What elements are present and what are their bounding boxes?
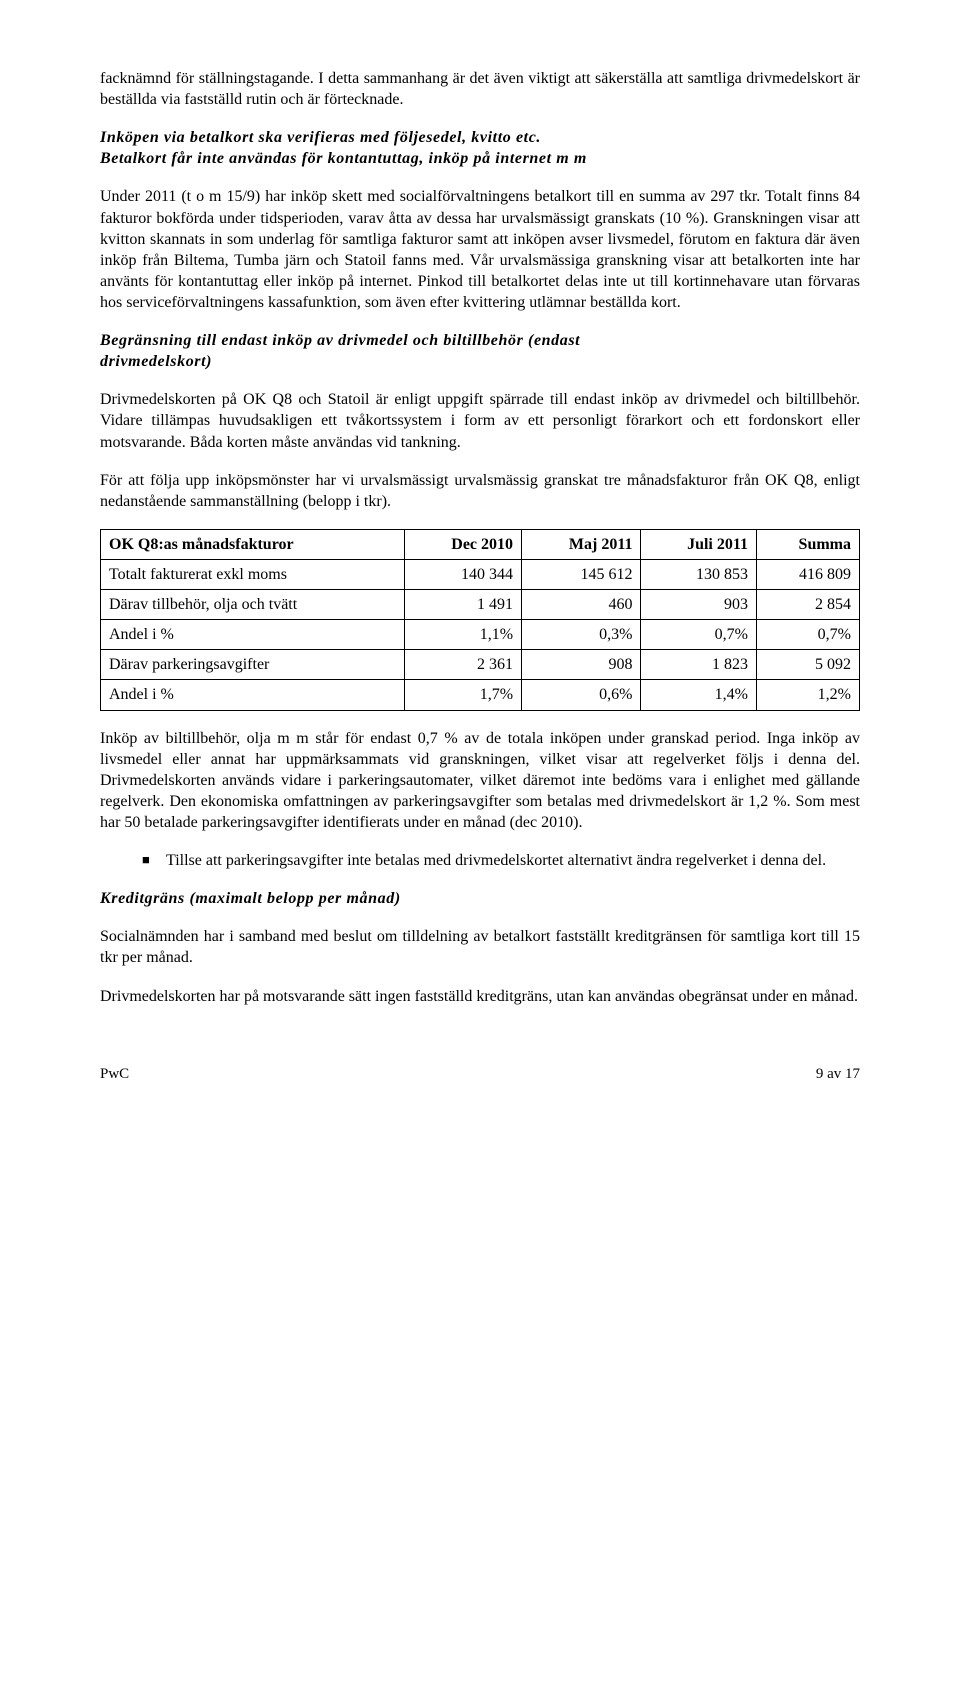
table-cell: 0,3% — [522, 620, 641, 650]
bullet-text: Tillse att parkeringsavgifter inte betal… — [166, 850, 860, 871]
paragraph: facknämnd för ställningstagande. I detta… — [100, 68, 860, 110]
table-cell: 0,7% — [756, 620, 859, 650]
table-cell: 0,7% — [641, 620, 757, 650]
table-cell: 908 — [522, 650, 641, 680]
table-cell: 416 809 — [756, 559, 859, 589]
table-cell: 1,4% — [641, 680, 757, 710]
table-cell: 1 823 — [641, 650, 757, 680]
table-cell: 903 — [641, 590, 757, 620]
paragraph: Drivmedelskorten har på motsvarande sätt… — [100, 986, 860, 1007]
table-cell: 130 853 — [641, 559, 757, 589]
table-header-cell: Dec 2010 — [405, 529, 522, 559]
heading-line: drivmedelskort) — [100, 353, 212, 370]
table-cell: Därav tillbehör, olja och tvätt — [101, 590, 405, 620]
table-row: Andel i % 1,1% 0,3% 0,7% 0,7% — [101, 620, 860, 650]
section-heading: Begränsning till endast inköp av drivmed… — [100, 330, 860, 372]
paragraph: Inköp av biltillbehör, olja m m står för… — [100, 728, 860, 834]
table-header-cell: Maj 2011 — [522, 529, 641, 559]
table-cell: Andel i % — [101, 620, 405, 650]
table-header-row: OK Q8:as månadsfakturor Dec 2010 Maj 201… — [101, 529, 860, 559]
paragraph: För att följa upp inköpsmönster har vi u… — [100, 470, 860, 512]
table-row: Därav tillbehör, olja och tvätt 1 491 46… — [101, 590, 860, 620]
paragraph: Drivmedelskorten på OK Q8 och Statoil är… — [100, 389, 860, 452]
section-heading: Inköpen via betalkort ska verifieras med… — [100, 127, 860, 169]
table-cell: 1,2% — [756, 680, 859, 710]
table-cell: 1,1% — [405, 620, 522, 650]
bullet-item: ■ Tillse att parkeringsavgifter inte bet… — [142, 850, 860, 871]
table-row: Totalt fakturerat exkl moms 140 344 145 … — [101, 559, 860, 589]
heading-line: Begränsning till endast inköp av drivmed… — [100, 332, 580, 349]
table-row: Andel i % 1,7% 0,6% 1,4% 1,2% — [101, 680, 860, 710]
table-cell: 0,6% — [522, 680, 641, 710]
table-cell: Därav parkeringsavgifter — [101, 650, 405, 680]
table-header-cell: OK Q8:as månadsfakturor — [101, 529, 405, 559]
paragraph: Under 2011 (t o m 15/9) har inköp skett … — [100, 186, 860, 313]
table-cell: Andel i % — [101, 680, 405, 710]
table-cell: Totalt fakturerat exkl moms — [101, 559, 405, 589]
table-header-cell: Summa — [756, 529, 859, 559]
table-header-cell: Juli 2011 — [641, 529, 757, 559]
bullet-square-icon: ■ — [142, 850, 166, 871]
paragraph: Socialnämnden har i samband med beslut o… — [100, 926, 860, 968]
heading-line: Inköpen via betalkort ska verifieras med… — [100, 129, 541, 146]
table-cell: 140 344 — [405, 559, 522, 589]
table-cell: 1 491 — [405, 590, 522, 620]
table-cell: 460 — [522, 590, 641, 620]
table-cell: 2 854 — [756, 590, 859, 620]
footer-brand: PwC — [100, 1065, 129, 1085]
page-footer: PwC 9 av 17 — [100, 1065, 860, 1085]
section-heading: Kreditgräns (maximalt belopp per månad) — [100, 888, 860, 909]
table-row: Därav parkeringsavgifter 2 361 908 1 823… — [101, 650, 860, 680]
heading-line: Betalkort får inte användas för kontantu… — [100, 150, 587, 167]
table-cell: 1,7% — [405, 680, 522, 710]
table-cell: 2 361 — [405, 650, 522, 680]
table-cell: 145 612 — [522, 559, 641, 589]
invoice-table: OK Q8:as månadsfakturor Dec 2010 Maj 201… — [100, 529, 860, 711]
table-cell: 5 092 — [756, 650, 859, 680]
page-number: 9 av 17 — [816, 1065, 860, 1085]
